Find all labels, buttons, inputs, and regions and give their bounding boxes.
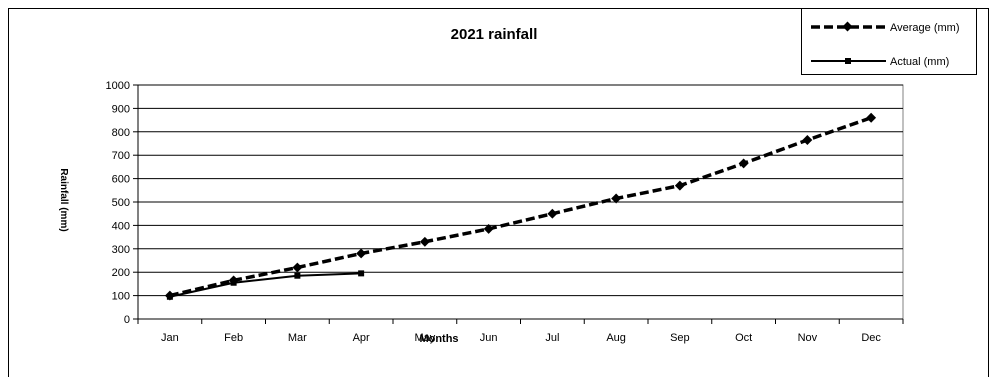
average-data-point — [547, 208, 558, 219]
y-tick-label: 900 — [112, 103, 130, 115]
y-tick-label: 0 — [124, 314, 130, 326]
x-tick-label: Jun — [480, 332, 498, 344]
x-tick-label: Sep — [670, 332, 690, 344]
x-tick-label: Jul — [545, 332, 559, 344]
average-data-point — [802, 135, 813, 145]
y-tick-label: 100 — [112, 291, 130, 303]
x-tick-label: Apr — [353, 332, 370, 344]
average-data-point — [483, 223, 494, 234]
actual-data-point — [230, 279, 237, 286]
y-tick-label: 1000 — [106, 80, 130, 92]
plot-area: 0 100 200 300 400 500 600 700 800 900 1000 Jan Feb Ma… — [106, 80, 904, 344]
y-tick-label: 200 — [112, 267, 130, 279]
actual-data-point — [358, 270, 365, 277]
y-tick-label: 500 — [112, 197, 130, 209]
x-tick-label: Nov — [798, 332, 818, 344]
average-data-point — [866, 112, 877, 123]
x-tick-label: Feb — [224, 332, 243, 344]
legend: Average (mm) Actual (mm) — [801, 8, 977, 75]
average-data-point — [419, 236, 430, 247]
x-tick-label: Oct — [735, 332, 752, 344]
x-tick-label: Dec — [861, 332, 881, 344]
series-line-actual — [169, 272, 362, 298]
y-tick-label: 600 — [112, 174, 130, 186]
average-data-point — [674, 180, 685, 191]
y-tick-label: 300 — [112, 244, 130, 256]
x-tick-label: Mar — [288, 332, 307, 344]
x-axis-label: Months — [419, 333, 458, 345]
average-data-point — [611, 193, 622, 204]
y-tick-label: 400 — [112, 220, 130, 232]
legend-average-marker — [842, 21, 853, 32]
x-tick-label: Jan — [161, 332, 179, 344]
x-tick-label: May — [414, 332, 435, 344]
average-data-point — [292, 262, 303, 273]
chart-title: 2021 rainfall — [451, 26, 538, 43]
legend-box — [801, 8, 977, 75]
y-tick-label: 700 — [112, 150, 130, 162]
average-data-point — [738, 158, 749, 169]
y-tick-label: 800 — [112, 127, 130, 139]
actual-data-point — [294, 272, 301, 279]
series-line-average — [169, 116, 872, 298]
y-axis-label: Rainfall (mm) — [58, 168, 69, 231]
actual-data-point — [166, 293, 173, 300]
x-tick-label: Aug — [606, 332, 626, 344]
legend-actual-label: Actual (mm) — [890, 56, 949, 68]
legend-actual-marker — [845, 58, 851, 64]
legend-average-label: Average (mm) — [890, 22, 959, 34]
